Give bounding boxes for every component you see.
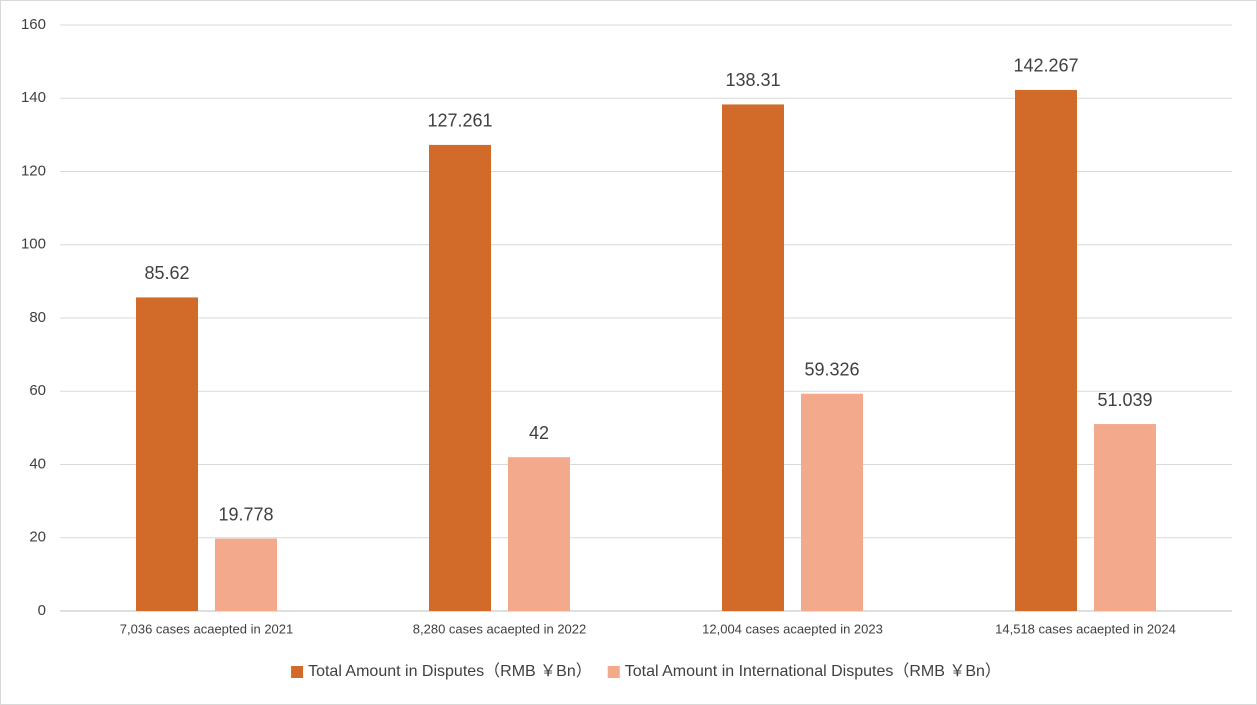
bar bbox=[1094, 424, 1156, 611]
data-label: 42 bbox=[529, 423, 549, 443]
legend-swatch bbox=[291, 666, 304, 678]
y-tick-label: 20 bbox=[29, 529, 46, 546]
bar bbox=[429, 144, 491, 611]
x-tick-label: 12,004 cases acaepted in 2023 bbox=[702, 621, 883, 636]
bar bbox=[801, 393, 863, 611]
legend-swatch bbox=[607, 666, 620, 678]
legend: Total Amount in Disputes（RMB ￥Bn） Total A… bbox=[291, 662, 1001, 680]
legend-label: Total Amount in International Disputes（R… bbox=[625, 662, 1001, 680]
x-tick-label: 7,036 cases acaepted in 2021 bbox=[120, 621, 293, 636]
bar bbox=[722, 104, 784, 611]
legend-label: Total Amount in Disputes（RMB ￥Bn） bbox=[308, 662, 592, 680]
y-tick-label: 80 bbox=[29, 309, 46, 326]
bar bbox=[215, 538, 277, 611]
bar bbox=[508, 457, 570, 611]
y-tick-label: 160 bbox=[21, 16, 46, 33]
data-label: 138.31 bbox=[725, 70, 780, 90]
y-tick-label: 0 bbox=[38, 602, 46, 619]
bar bbox=[136, 297, 198, 611]
x-tick-label: 8,280 cases acaepted in 2022 bbox=[413, 621, 586, 636]
y-tick-label: 60 bbox=[29, 382, 46, 399]
data-label: 127.261 bbox=[427, 111, 492, 131]
data-label: 142.267 bbox=[1013, 56, 1078, 76]
y-tick-label: 140 bbox=[21, 89, 46, 106]
data-label: 51.039 bbox=[1097, 390, 1152, 410]
bar bbox=[1015, 89, 1077, 611]
x-tick-label: 14,518 cases acaepted in 2024 bbox=[995, 621, 1176, 636]
y-tick-label: 100 bbox=[21, 236, 46, 253]
y-tick-label: 40 bbox=[29, 455, 46, 472]
data-label: 85.62 bbox=[144, 263, 189, 283]
data-label: 19.778 bbox=[218, 504, 273, 524]
y-tick-label: 120 bbox=[21, 162, 46, 179]
data-label: 59.326 bbox=[804, 359, 859, 379]
